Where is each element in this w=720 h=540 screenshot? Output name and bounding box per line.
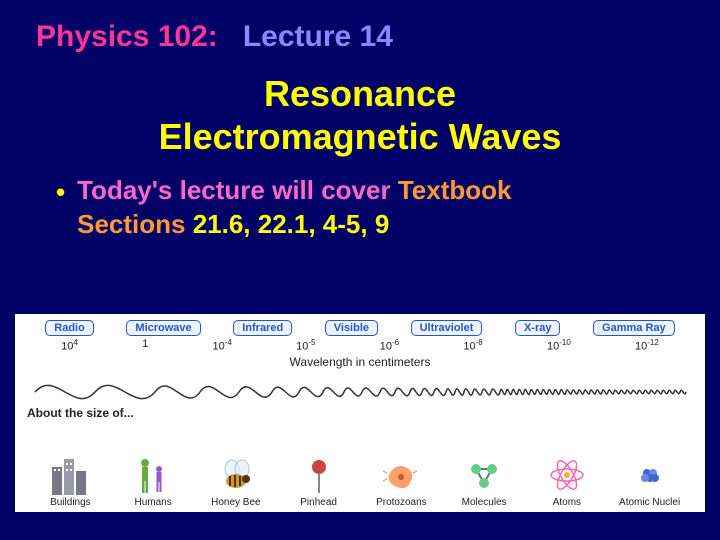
band-xray: X-ray: [515, 320, 561, 336]
bullet-sections: 21.6, 22.1, 4-5, 9: [193, 209, 390, 239]
bullet-marker: •: [56, 176, 65, 210]
protozoan-icon: [379, 453, 423, 497]
wl-1: 1: [142, 338, 148, 353]
slide-header: Physics 102: Lecture 14: [0, 0, 720, 64]
humans-icon: [131, 453, 175, 497]
pinhead-icon: [297, 453, 341, 497]
band-radio: Radio: [45, 320, 94, 336]
band-infrared: Infrared: [233, 320, 292, 336]
atom-icon: [545, 453, 589, 497]
size-bee: Honey Bee: [197, 453, 275, 508]
size-atoms: Atoms: [528, 453, 606, 508]
size-molecules-label: Molecules: [462, 497, 507, 508]
size-comparison-row: Buildings Humans: [15, 453, 705, 508]
size-atoms-label: Atoms: [553, 497, 581, 508]
size-humans: Humans: [114, 453, 192, 508]
bullet-text: Today's lecture will cover Textbook Sect…: [77, 174, 511, 242]
size-bee-label: Honey Bee: [211, 497, 260, 508]
band-ultraviolet: Ultraviolet: [411, 320, 483, 336]
band-row: Radio Microwave Infrared Visible Ultravi…: [15, 314, 705, 336]
band-gamma: Gamma Ray: [593, 320, 675, 336]
wl-2: 10-4: [212, 338, 231, 353]
size-humans-label: Humans: [135, 497, 172, 508]
title-line1: Resonance: [40, 72, 680, 115]
band-microwave: Microwave: [126, 320, 200, 336]
bullet-intro: Today's lecture will cover: [77, 175, 398, 205]
bullet-sections-word: Sections: [77, 209, 193, 239]
course-label: Physics 102:: [36, 20, 218, 53]
bee-icon: [214, 453, 258, 497]
wl-6: 10-10: [547, 338, 571, 353]
title-line2: Electromagnetic Waves: [40, 115, 680, 158]
bullet-item: • Today's lecture will cover Textbook Se…: [0, 170, 720, 242]
size-protozoans-label: Protozoans: [376, 497, 427, 508]
size-pinhead-label: Pinhead: [300, 497, 337, 508]
size-molecules: Molecules: [445, 453, 523, 508]
wavelength-axis-label: Wavelength in centimeters: [15, 355, 705, 369]
size-buildings: Buildings: [31, 453, 109, 508]
nucleus-icon: [628, 453, 672, 497]
em-spectrum-diagram: Radio Microwave Infrared Visible Ultravi…: [15, 314, 705, 512]
wl-0: 104: [61, 338, 78, 353]
about-size-label: About the size of...: [27, 406, 134, 420]
band-visible: Visible: [325, 320, 378, 336]
molecule-icon: [462, 453, 506, 497]
wl-3: 10-5: [296, 338, 315, 353]
wl-5: 10-8: [463, 338, 482, 353]
size-nuclei: Atomic Nuclei: [611, 453, 689, 508]
lecture-label: Lecture 14: [243, 20, 393, 53]
size-protozoans: Protozoans: [362, 453, 440, 508]
size-pinhead: Pinhead: [280, 453, 358, 508]
bullet-textbook: Textbook: [398, 175, 512, 205]
size-nuclei-label: Atomic Nuclei: [619, 497, 680, 508]
wl-7: 10-12: [635, 338, 659, 353]
wl-4: 10-6: [380, 338, 399, 353]
buildings-icon: [48, 453, 92, 497]
wavelength-row: 104 1 10-4 10-5 10-6 10-8 10-10 10-12: [15, 336, 705, 353]
slide-title: Resonance Electromagnetic Waves: [0, 64, 720, 170]
size-buildings-label: Buildings: [50, 497, 91, 508]
